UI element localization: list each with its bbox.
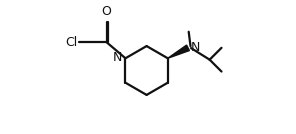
Text: N: N: [191, 41, 200, 54]
Text: O: O: [102, 5, 112, 18]
Polygon shape: [168, 45, 189, 58]
Text: N: N: [113, 51, 122, 64]
Text: Cl: Cl: [66, 36, 78, 49]
